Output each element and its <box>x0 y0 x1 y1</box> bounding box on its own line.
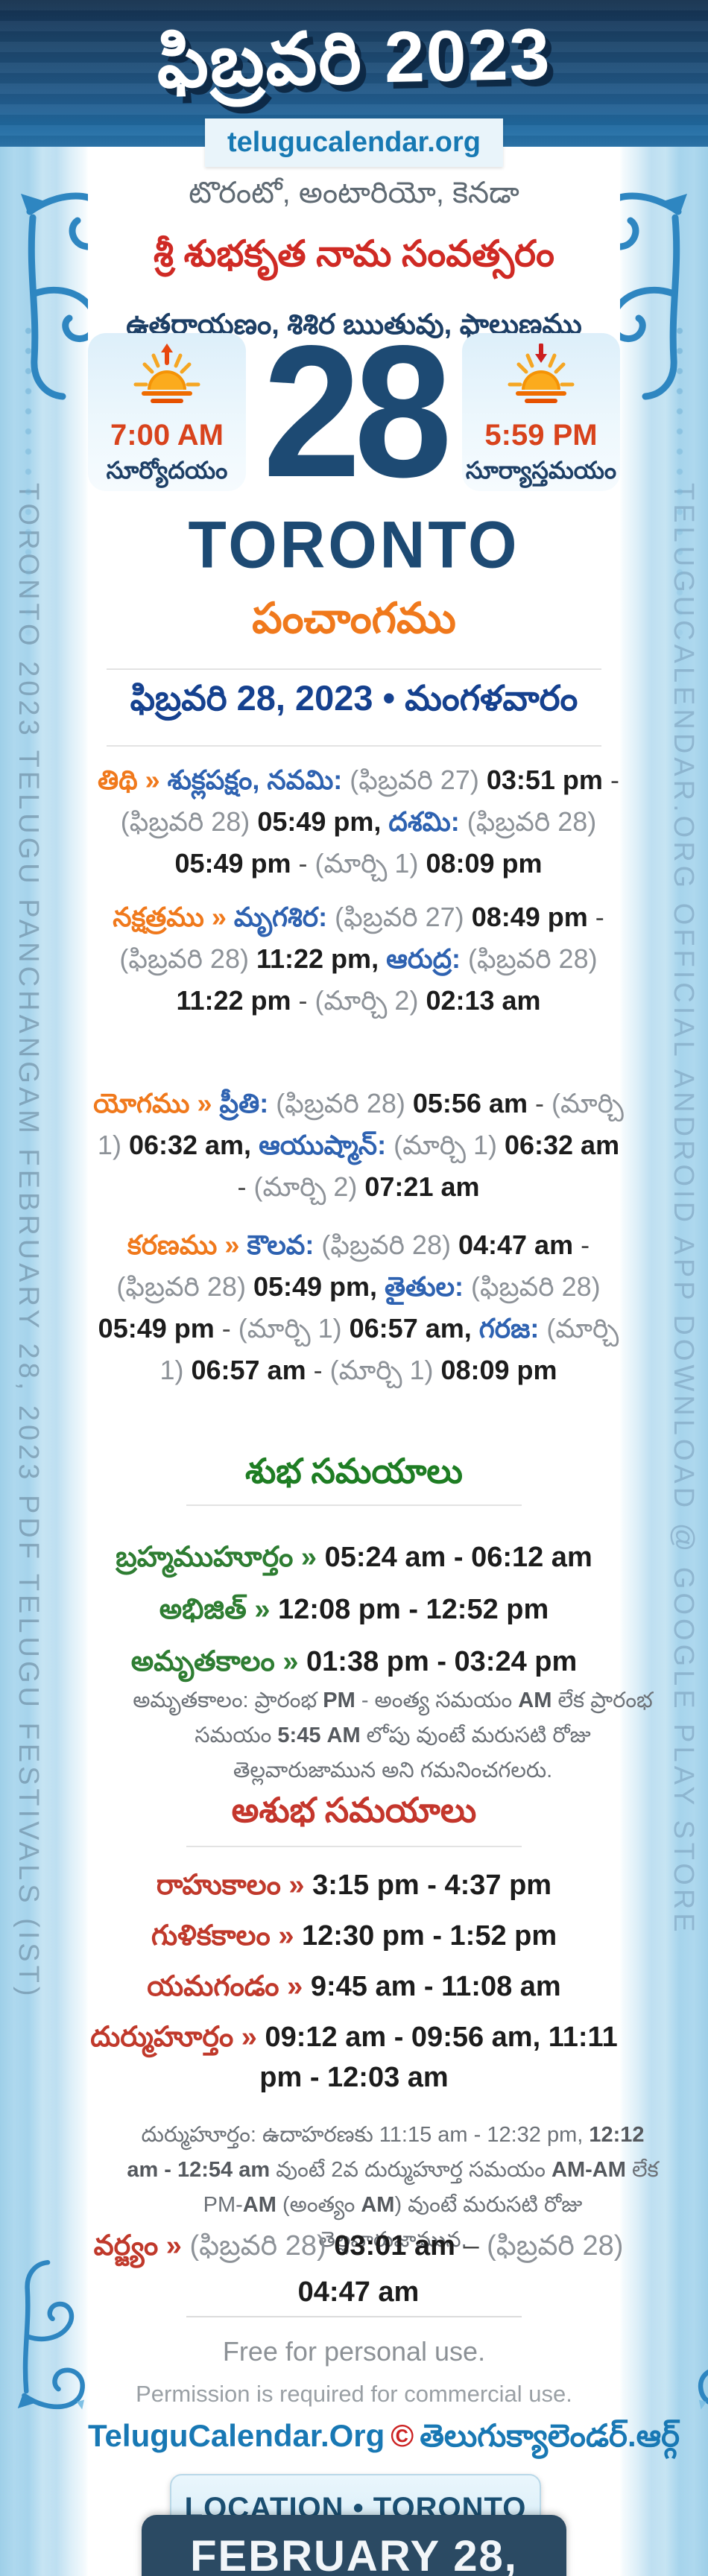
durmuhurtam-row: దుర్ముహూర్తం » 09:12 am - 09:56 am, 11:1… <box>90 2022 618 2093</box>
date-weekday-line: ఫిబ్రవరి 28, 2023 • మంగళవారం <box>130 678 578 718</box>
ornament-bottom-left-icon <box>13 2257 89 2418</box>
sunset-time: 5:59 PM <box>484 419 598 452</box>
sun-times-row: 7:00 AM సూర్యోదయం 28 <box>88 307 620 516</box>
left-watermark: TORONTO 2023 TELUGU PANCHANGAM FEBRUARY … <box>13 483 44 2000</box>
main-column: టొరంటో, అంటారియో, కెనడా శ్రీ శుభకృత నామ … <box>88 147 680 2576</box>
day-number: 28 <box>262 307 452 516</box>
brand-line: TeluguCalendar.Org © తెలుగుక్యాలెండర్.ఆర్గ… <box>88 2418 680 2462</box>
sunset-label: సూర్యాస్తమయం <box>465 457 617 484</box>
amrutakalam-note: అమృతకాలం: ప్రారంభ PM - అంత్య సమయం AM లేక… <box>133 1689 653 1782</box>
page-header: ఫిబ్రవరి 2023 <box>0 0 708 147</box>
ashubha-section-title: అశుభ సమయాలు <box>231 1791 477 1829</box>
ornament-bottom-right-icon <box>695 2257 708 2418</box>
permission-text: Permission is required for commercial us… <box>136 2381 572 2407</box>
samvatsaram-line: శ్రీ శుభకృత నామ సంవత్సరం <box>154 234 554 274</box>
divider <box>186 2316 522 2317</box>
karana-row: కరణము » కౌలవ: (ఫిబ్రవరి 28) 04:47 am - (… <box>98 1230 619 1385</box>
sunrise-label: సూర్యోదయం <box>106 457 228 484</box>
dotted-line-right <box>676 326 683 647</box>
rahukalam-row: రాహుకాలం » 3:15 pm - 4:37 pm <box>156 1870 552 1901</box>
sunset-card: 5:59 PM సూర్యాస్తమయం <box>462 333 620 491</box>
sunrise-card: 7:00 AM సూర్యోదయం <box>88 333 246 491</box>
month-title: ఫిబ్రవరి 2023 <box>156 13 552 103</box>
tithi-row: తిథి » శుక్లపక్షం, నవమి: (ఫిబ్రవరి 27) 0… <box>98 765 619 879</box>
abhijit-row: అభిజిత్ » 12:08 pm - 12:52 pm <box>159 1594 549 1625</box>
shubha-section-title: శుభ సమయాలు <box>245 1452 463 1490</box>
nakshatra-row: నక్షత్రము » మృగశిర: (ఫిబ్రవరి 27) 08:49 … <box>113 902 604 1016</box>
durmuhurtam-note: దుర్ముహూర్తం: ఉదాహరణకు 11:15 am - 12:32 … <box>127 2123 659 2252</box>
yoga-row: యోగము » ప్రీతి: (ఫిబ్రవరి 28) 05:56 am -… <box>93 1088 624 1202</box>
right-watermark: TELUGUCALENDAR.ORG OFFICIAL ANDROID APP … <box>668 483 699 1936</box>
copyright-icon: © <box>391 2418 414 2453</box>
gulikakalam-row: గుళికకాలం » 12:30 pm - 1:52 pm <box>151 1920 557 1952</box>
varjyam-row: వర్జ్యం » (ఫిబ్రవరి 28) 03:01 am – (ఫిబ్… <box>93 2230 624 2308</box>
sunrise-time: 7:00 AM <box>110 419 224 452</box>
date-bar: FEBRUARY 28, 2023 <box>142 2515 566 2576</box>
dotted-line-left <box>25 326 32 647</box>
brand-site-link[interactable]: TeluguCalendar.Org <box>88 2418 385 2453</box>
brand-telugu-name: తెలుగుక్యాలెండర్.ఆర్గ్ <box>420 2418 680 2453</box>
divider <box>186 1846 522 1847</box>
site-badge[interactable]: telugucalendar.org <box>205 118 503 167</box>
amrutakalam-row: అమృతకాలం » 01:38 pm - 03:24 pm <box>130 1646 578 1677</box>
panchangam-subtitle: పంచాంగము <box>252 595 456 642</box>
city-title: TORONTO <box>188 507 520 582</box>
sunset-icon <box>508 343 575 403</box>
divider <box>186 1504 522 1506</box>
divider <box>107 745 601 747</box>
free-use-text: Free for personal use. <box>222 2336 486 2367</box>
sunrise-icon <box>133 344 200 403</box>
location-line: టొరంటో, అంటారియో, కెనడా <box>189 177 519 209</box>
yamagandam-row: యమగండం » 9:45 am - 11:08 am <box>147 1971 561 2002</box>
date-bar-label: FEBRUARY 28, 2023 <box>190 2532 518 2576</box>
divider <box>107 668 601 670</box>
brahma-muhurtam-row: బ్రహ్మముహూర్తం » 05:24 am - 06:12 am <box>116 1542 592 1573</box>
